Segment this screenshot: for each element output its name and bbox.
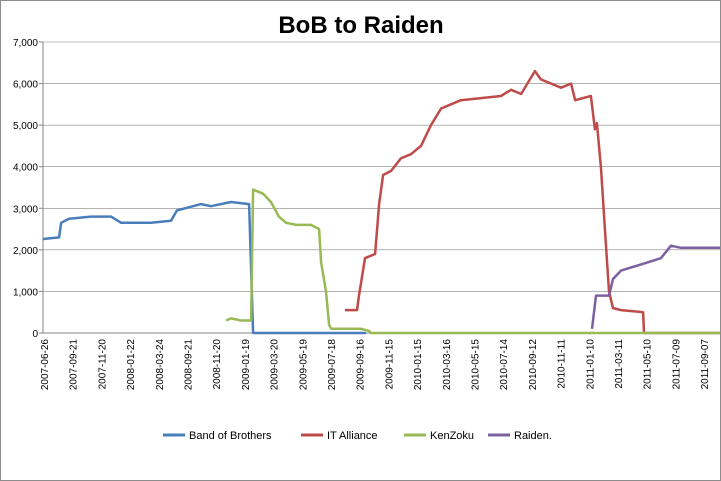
y-tick-label: 5,000 bbox=[13, 121, 38, 132]
y-tick-label: 0 bbox=[32, 329, 38, 340]
x-tick-label: 2010-09-12 bbox=[528, 339, 539, 391]
x-tick-label: 2010-05-15 bbox=[471, 339, 482, 391]
x-tick-label: 2011-07-09 bbox=[671, 339, 682, 390]
series-line-it-alliance bbox=[344, 69, 720, 335]
x-tick-label: 2010-03-16 bbox=[442, 339, 453, 391]
y-tick-label: 7,000 bbox=[13, 38, 38, 49]
y-tick-label: 2,000 bbox=[13, 246, 38, 257]
legend-label: Band of Brothers bbox=[189, 430, 272, 442]
x-tick-label: 2008-11-20 bbox=[212, 339, 223, 390]
y-tick-label: 6,000 bbox=[13, 80, 38, 91]
x-tick-label: 2011-05-10 bbox=[643, 339, 654, 390]
legend-label: Raiden. bbox=[514, 430, 552, 442]
x-tick-label: 2009-11-15 bbox=[384, 339, 395, 390]
x-tick-label: 2010-11-11 bbox=[557, 339, 568, 389]
x-tick-label: 2011-03-11 bbox=[614, 339, 625, 389]
x-tick-label: 2008-09-21 bbox=[184, 339, 195, 391]
y-tick-label: 4,000 bbox=[13, 163, 38, 174]
x-tick-label: 2007-09-21 bbox=[69, 339, 80, 391]
x-tick-label: 2011-01-10 bbox=[585, 339, 596, 390]
x-tick-label: 2009-01-19 bbox=[241, 339, 252, 391]
x-tick-label: 2011-09-07 bbox=[700, 339, 711, 390]
series-line-raiden bbox=[590, 244, 720, 329]
y-tick-label: 3,000 bbox=[13, 204, 38, 215]
x-tick-label: 2010-07-14 bbox=[499, 339, 510, 391]
y-tick-label: 1,000 bbox=[13, 287, 38, 298]
x-tick-label: 2009-05-19 bbox=[298, 339, 309, 391]
series-line-band-of-brothers bbox=[42, 200, 366, 335]
x-tick-label: 2008-01-22 bbox=[126, 339, 137, 391]
legend-label: KenZoku bbox=[430, 430, 474, 442]
x-tick-label: 2007-11-20 bbox=[97, 339, 108, 390]
x-tick-label: 2007-06-26 bbox=[40, 339, 51, 391]
series-line-kenzoku bbox=[225, 188, 720, 335]
chart-title: BoB to Raiden bbox=[278, 12, 443, 39]
x-tick-label: 2009-03-20 bbox=[270, 339, 281, 391]
legend-label: IT Alliance bbox=[327, 430, 378, 442]
x-tick-label: 2008-03-24 bbox=[155, 339, 166, 391]
x-tick-label: 2009-07-18 bbox=[327, 339, 338, 391]
x-tick-label: 2009-09-16 bbox=[356, 339, 367, 391]
x-tick-label: 2010-01-15 bbox=[413, 339, 424, 391]
